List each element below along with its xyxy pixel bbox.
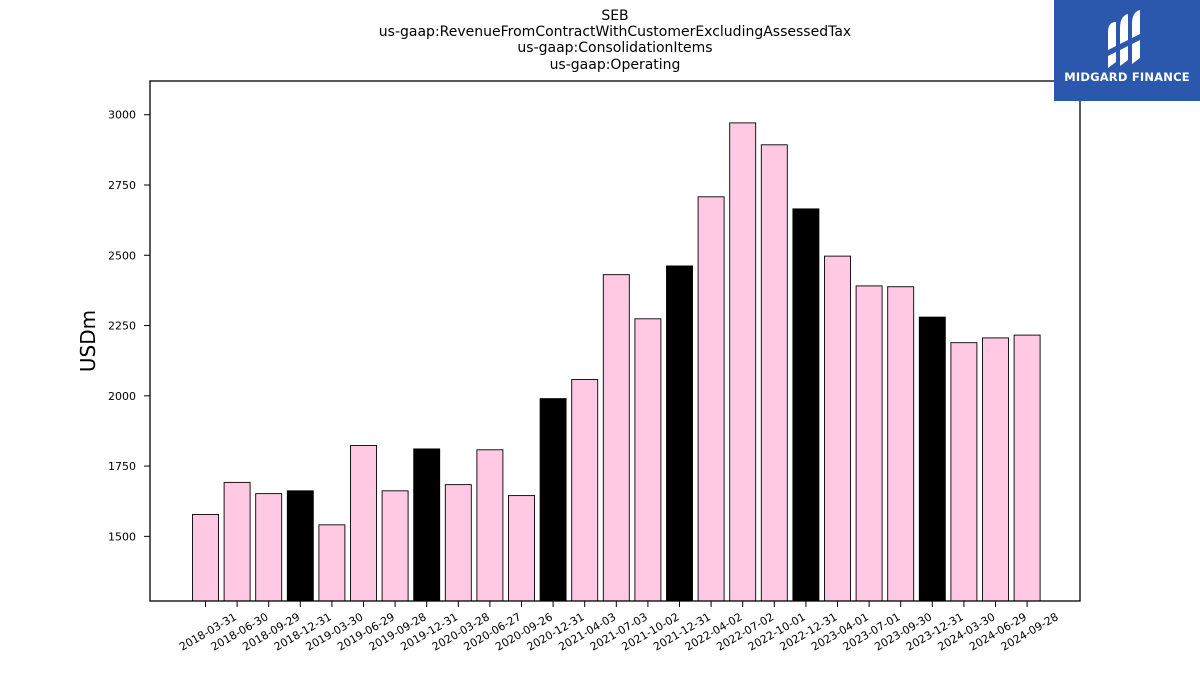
y-axis: 1500 1750 2000 2250 2500 2750 3000 [108,109,150,543]
bar-2019-12-31 [413,448,441,602]
y-tick-label-3000: 3000 [108,109,136,122]
bar-2020-09-26 [508,495,535,602]
y-tick-label-2000: 2000 [108,390,136,403]
chart-title: SEB us-gaap:RevenueFromContractWithCusto… [379,8,851,73]
bar-2018-06-30 [223,481,251,602]
y-axis-label: USDm [76,310,100,372]
midgard-logo-icon [1108,10,1140,68]
bar-2023-09-30 [887,286,915,602]
bar-2020-06-27 [476,449,504,602]
plot-frame [149,80,1081,602]
bar-2022-12-31 [792,208,820,602]
bar-2019-09-28 [381,490,409,602]
y-tick-label-2500: 2500 [108,249,136,262]
bar-2020-03-28 [444,484,472,602]
bar-series [192,122,1041,602]
y-tick-label-2250: 2250 [108,320,136,333]
bar-2018-12-31 [286,490,314,602]
bar-2018-09-29 [255,493,283,602]
bar-2024-06-29 [982,337,1009,602]
bar-2021-10-02 [634,318,662,602]
y-tick-label-1750: 1750 [108,460,136,473]
bar-2022-10-01 [760,144,788,602]
title-line-2: us-gaap:RevenueFromContractWithCustomerE… [379,24,851,40]
y-tick-label-1500: 1500 [108,530,136,543]
bar-2023-04-01 [824,255,851,602]
y-tick-label-2750: 2750 [108,179,136,192]
bar-2023-12-31 [918,316,946,602]
bar-2021-04-03 [571,379,599,602]
bar-2019-03-30 [318,524,346,602]
bar-2021-07-03 [602,274,630,602]
x-axis: 2018-03-312018-06-302018-09-292018-12-31… [177,601,1061,654]
bar-2022-07-02 [729,122,757,602]
bar-2018-03-31 [192,513,219,602]
bar-2024-09-28 [1013,334,1041,602]
logo-text: MIDGARD FINANCE [1064,70,1190,84]
title-line-1: SEB [601,8,628,24]
bar-2022-04-02 [697,196,725,602]
brand-logo: MIDGARD FINANCE [1054,0,1200,101]
bar-2019-06-29 [350,445,377,602]
title-line-3: us-gaap:ConsolidationItems [517,40,712,56]
bar-2021-12-31 [666,265,693,602]
bar-2023-07-01 [855,285,883,602]
title-line-4: us-gaap:Operating [550,57,681,73]
bar-2024-03-30 [950,342,978,602]
bar-2020-12-31 [539,398,567,602]
